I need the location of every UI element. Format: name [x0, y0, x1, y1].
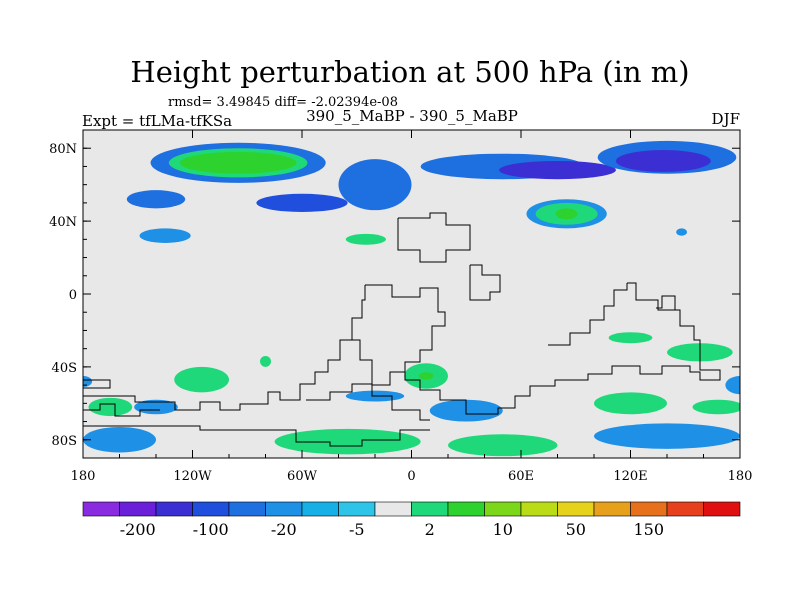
colorbar-swatch: [666, 501, 704, 517]
coastline: [404, 282, 721, 415]
anomaly-region: [88, 397, 133, 417]
anomaly-region: [418, 372, 434, 380]
x-tick-label: 180: [71, 469, 96, 484]
anomaly-region: [725, 376, 740, 395]
colorbar-swatch: [155, 501, 193, 517]
coastline: [83, 379, 111, 389]
colorbar-swatch: [265, 501, 303, 517]
colorbar-swatch: [484, 501, 522, 517]
coastline: [83, 339, 352, 411]
x-tick-label: 60E: [508, 469, 534, 484]
anomaly-regions: [83, 140, 740, 457]
y-tick-label: 40N: [49, 215, 77, 230]
anomaly-region: [676, 228, 688, 236]
x-tick-label: 120W: [173, 469, 212, 484]
anomaly-region: [83, 376, 93, 387]
plot-area: 180 120W 60W 0 60E 120E 180 80N 40N 0 40S 80S: [49, 129, 753, 484]
colorbar-swatch: [301, 501, 339, 517]
x-tick-label: 0: [407, 469, 415, 484]
colorbar-swatch: [593, 501, 631, 517]
colorbar-swatch: [411, 501, 449, 517]
coastline: [656, 295, 676, 310]
colorbar-swatch: [374, 501, 412, 517]
colorbar: -200 -100 -20 -5 2 10 50 150: [82, 501, 741, 539]
colorbar-swatch: [557, 501, 595, 517]
case-label: 390_5_MaBP - 390_5_MaBP: [306, 107, 518, 125]
colorbar-label: 2: [425, 520, 435, 539]
colorbar-swatch: [192, 501, 230, 517]
anomaly-region: [139, 228, 191, 243]
anomaly-region: [555, 208, 578, 220]
colorbar-swatch: [703, 501, 741, 517]
anomaly-region: [615, 150, 711, 172]
anomaly-region: [594, 392, 667, 415]
x-tick-label: 60W: [287, 469, 318, 484]
y-tick-label: 40S: [52, 361, 77, 376]
colorbar-swatch: [228, 501, 266, 517]
coastline: [306, 383, 430, 421]
x-axis: 180 120W 60W 0 60E 120E 180: [71, 130, 753, 484]
anomaly-region: [174, 366, 229, 393]
colorbar-swatch: [520, 501, 558, 517]
stats-label: rmsd= 3.49845 diff= -2.02394e-08: [168, 95, 398, 110]
y-tick-label: 80N: [49, 142, 77, 157]
coastline: [83, 403, 160, 417]
coastline: [469, 264, 501, 301]
coastline: [548, 283, 628, 346]
chart-title: Height perturbation at 500 hPa (in m): [130, 55, 689, 89]
y-tick-label: 80S: [52, 434, 77, 449]
anomaly-region: [126, 190, 186, 209]
anomaly-region: [692, 399, 740, 415]
anomaly-region: [260, 355, 271, 367]
anomaly-region: [608, 332, 653, 344]
colorbar-label: -5: [349, 520, 365, 539]
coastline: [397, 212, 471, 263]
colorbar-label: -100: [193, 520, 229, 539]
colorbar-swatch: [119, 501, 157, 517]
anomaly-region: [256, 193, 348, 212]
anomaly-region: [499, 160, 616, 180]
anomaly-region: [179, 151, 297, 174]
colorbar-swatch: [82, 501, 120, 517]
season-label: DJF: [712, 110, 740, 128]
anomaly-region: [274, 428, 421, 455]
colorbar-label: 150: [633, 520, 664, 539]
colorbar-swatch: [630, 501, 668, 517]
colorbar-label: 50: [566, 520, 586, 539]
x-tick-label: 180: [728, 469, 753, 484]
experiment-label: Expt = tfLMa-tfKSa: [82, 112, 232, 130]
colorbar-label: 10: [493, 520, 513, 539]
anomaly-region: [594, 423, 740, 449]
coastline: [83, 425, 430, 447]
colorbar-swatch: [447, 501, 485, 517]
y-tick-label: 0: [69, 288, 77, 303]
anomaly-region: [448, 434, 558, 457]
anomaly-region: [83, 427, 156, 453]
colorbar-label: -200: [120, 520, 156, 539]
x-tick-label: 120E: [613, 469, 647, 484]
colorbar-swatch: [338, 501, 376, 517]
anomaly-region: [345, 233, 386, 245]
anomaly-region: [338, 159, 412, 211]
anomaly-region: [134, 399, 178, 415]
coastline: [351, 284, 446, 386]
y-axis: 80N 40N 0 40S 80S: [49, 129, 740, 459]
colorbar-label: -20: [271, 520, 297, 539]
